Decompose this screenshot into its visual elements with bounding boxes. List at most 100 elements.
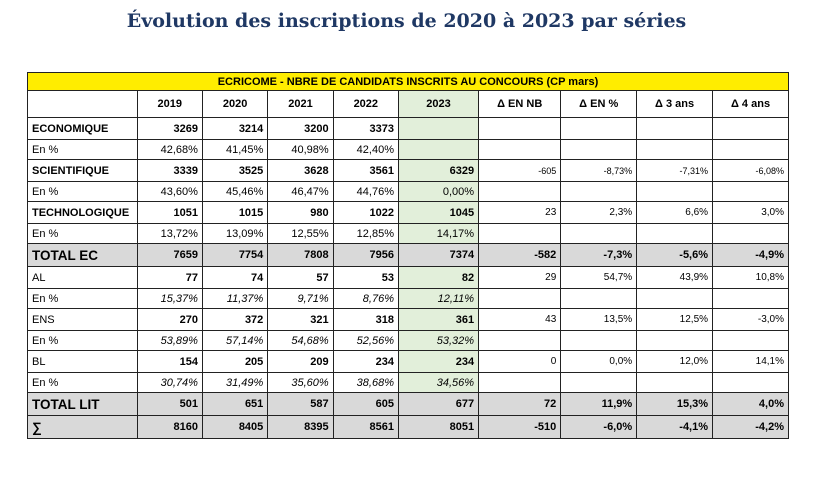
table-cell	[636, 181, 714, 202]
table-cell	[636, 139, 714, 160]
table-cell: -5,6%	[636, 243, 714, 267]
table-cell: 43	[478, 308, 562, 331]
table-cell: -8,73%	[560, 159, 638, 182]
table-cell: -4,9%	[712, 243, 789, 267]
table-cell: 209	[267, 350, 334, 373]
table-cell: 3339	[136, 159, 203, 182]
table-cell	[478, 181, 562, 202]
table-cell	[478, 330, 562, 351]
table-cell: 4,0%	[712, 392, 789, 416]
table-total-row: TOTAL LIT 501 651 587 605 677 72 11,9% 15,3% 4,0%	[27, 392, 789, 416]
column-header: 2020	[201, 90, 269, 118]
table-cell: 45,46%	[201, 181, 269, 202]
table-cell: 1051	[136, 201, 203, 224]
table-percent-row: En % 42,68% 41,45% 40,98% 42,40%	[27, 139, 789, 160]
table-cell: 6,6%	[636, 201, 714, 224]
table-cell: 53,89%	[136, 330, 203, 351]
table-cell: 0,00%	[397, 181, 480, 202]
row-label: En %	[27, 288, 138, 309]
table-percent-row: En % 13,72% 13,09% 12,55% 12,85% 14,17%	[27, 223, 789, 244]
table-cell: 15,3%	[636, 392, 714, 416]
table-cell	[478, 372, 562, 393]
table-cell: 53,32%	[397, 330, 480, 351]
table-cell	[712, 181, 789, 202]
table-cell	[636, 288, 714, 309]
table-cell	[712, 330, 789, 351]
table-banner-row: ECRICOME - NBRE DE CANDIDATS INSCRITS AU…	[27, 72, 789, 91]
table-cell: 31,49%	[201, 372, 269, 393]
row-label: TECHNOLOGIQUE	[27, 201, 138, 224]
column-header: 2021	[267, 90, 334, 118]
row-label: BL	[27, 350, 138, 373]
table-cell: 11,9%	[560, 392, 638, 416]
table-cell: 14,17%	[397, 223, 480, 244]
table-cell: 23	[478, 201, 562, 224]
table-cell	[560, 181, 638, 202]
column-header: 2022	[332, 90, 399, 118]
table-cell: 43,9%	[636, 266, 714, 289]
row-label: ECONOMIQUE	[27, 117, 138, 140]
table-cell: 8561	[332, 415, 399, 439]
table-cell: 7754	[201, 243, 269, 267]
table-cell: 651	[201, 392, 269, 416]
table-cell: 57,14%	[201, 330, 269, 351]
table-cell: 53	[332, 266, 399, 289]
column-header	[27, 90, 138, 118]
table-cell: 3525	[201, 159, 269, 182]
table-cell: 501	[136, 392, 203, 416]
table-cell: -582	[478, 243, 562, 267]
table-cell: 57	[267, 266, 334, 289]
table-row: SCIENTIFIQUE 3339 3525 3628 3561 6329 -605 -8,7…	[27, 159, 789, 182]
registrations-table: ECRICOME - NBRE DE CANDIDATS INSCRITS AU…	[27, 72, 789, 439]
table-cell: 587	[267, 392, 334, 416]
table-cell: 1022	[332, 201, 399, 224]
table-cell: 82	[397, 266, 480, 289]
table-cell: 154	[136, 350, 203, 373]
table-cell	[397, 117, 480, 140]
row-label: En %	[27, 372, 138, 393]
column-header: Δ 4 ans	[712, 90, 789, 118]
column-header: Δ EN NB	[478, 90, 562, 118]
table-cell	[712, 288, 789, 309]
table-cell: 10,8%	[712, 266, 789, 289]
table-cell: 234	[397, 350, 480, 373]
table-cell: 3561	[332, 159, 399, 182]
table-cell: 205	[201, 350, 269, 373]
row-label: En %	[27, 181, 138, 202]
table-cell	[478, 288, 562, 309]
table-cell: 12,55%	[267, 223, 334, 244]
column-header: 2019	[136, 90, 203, 118]
table-cell: 270	[136, 308, 203, 331]
table-cell: 74	[201, 266, 269, 289]
table-row: BL 154 205 209 234 234 0 0,0% 12,0% 14,1%	[27, 350, 789, 373]
table-cell: -7,3%	[560, 243, 638, 267]
table-cell: 3373	[332, 117, 399, 140]
table-cell: 8395	[267, 415, 334, 439]
table-cell: 0,0%	[560, 350, 638, 373]
table-cell	[478, 117, 562, 140]
table-total-row: TOTAL EC 7659 7754 7808 7956 7374 -582 -7,3% -5,…	[27, 243, 789, 267]
row-label: TOTAL LIT	[27, 392, 138, 416]
table-cell: 40,98%	[267, 139, 334, 160]
table-cell: 15,37%	[136, 288, 203, 309]
page-title: Évolution des inscriptions de 2020 à 202…	[126, 10, 687, 32]
table-cell: 677	[397, 392, 480, 416]
table-cell: 54,68%	[267, 330, 334, 351]
table-cell: 72	[478, 392, 562, 416]
table-cell: 3,0%	[712, 201, 789, 224]
table-cell: 3628	[267, 159, 334, 182]
table-percent-row: En % 43,60% 45,46% 46,47% 44,76% 0,00%	[27, 181, 789, 202]
table-cell: 0	[478, 350, 562, 373]
table-cell: 38,68%	[332, 372, 399, 393]
table-cell: -3,0%	[712, 308, 789, 331]
table-cell	[636, 330, 714, 351]
table-cell: 43,60%	[136, 181, 203, 202]
table-cell: 34,56%	[397, 372, 480, 393]
table-cell	[636, 372, 714, 393]
table-cell: -7,31%	[636, 159, 714, 182]
row-label: ∑	[27, 415, 138, 439]
table-percent-row: En % 53,89% 57,14% 54,68% 52,56% 53,32%	[27, 330, 789, 351]
table-cell: 12,0%	[636, 350, 714, 373]
table-cell	[560, 139, 638, 160]
table-cell: 12,5%	[636, 308, 714, 331]
